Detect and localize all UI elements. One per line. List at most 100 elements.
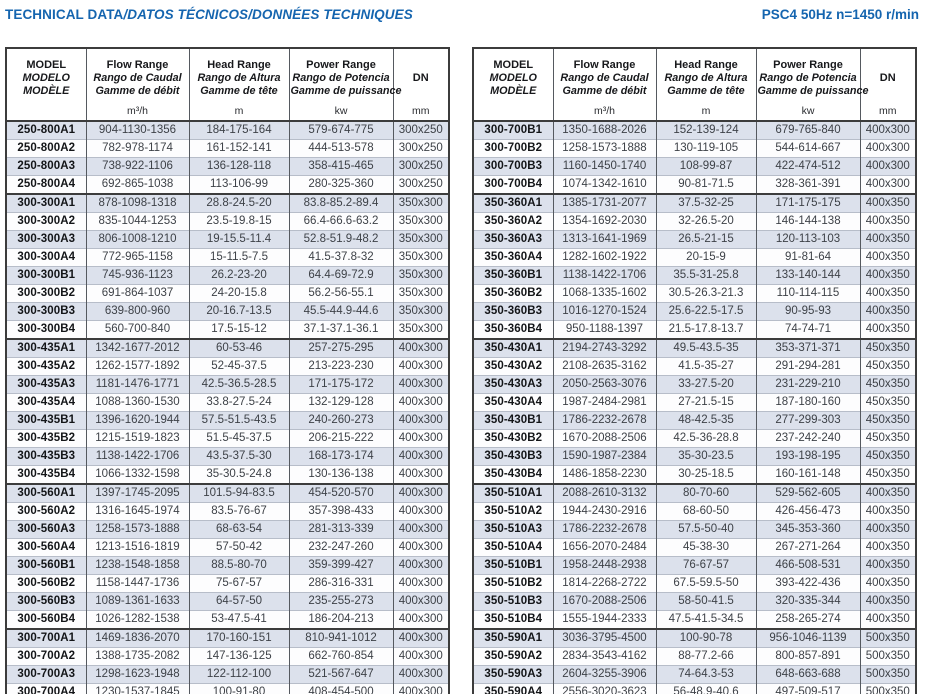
cell-model: 350-430B2	[473, 429, 553, 448]
table-row: 350-360B2 1068-1335-1602 30.5-26.3-21.3 110…	[473, 284, 916, 303]
cell-flow: 1397-1745-2095	[85, 483, 189, 503]
cell-power: 235-255-273	[288, 592, 393, 611]
cell-head: 130-119-105	[655, 139, 756, 158]
cell-flow: 1298-1623-1948	[85, 665, 189, 684]
table-row: 350-510A1 2088-2610-3132 80-70-60 529-562-6…	[473, 483, 916, 503]
cell-power: 120-113-103	[755, 230, 860, 249]
cell-model: 350-430A1	[473, 338, 553, 358]
cell-model: 350-360B3	[473, 302, 553, 321]
cell-dn: 400x350	[859, 212, 916, 231]
cell-flow: 1258-1573-1888	[85, 520, 189, 539]
col-head-label-es: Rango de Altura	[664, 71, 748, 84]
cell-model: 300-700B2	[473, 139, 553, 158]
cell-model: 300-300B4	[6, 320, 86, 339]
cell-head: 147-136-125	[188, 647, 289, 666]
cell-head: 88-77.2-66	[655, 647, 756, 666]
cell-model: 350-430B1	[473, 411, 553, 430]
cell-flow: 1350-1688-2026	[552, 120, 656, 140]
cell-dn: 400x350	[859, 483, 916, 503]
page-title-main: TECHNICAL DATA	[5, 7, 124, 22]
table-row: 350-510A3 1786-2232-2678 57.5-50-40 345-353…	[473, 520, 916, 539]
cell-dn: 300x250	[392, 120, 449, 140]
cell-flow: 1230-1537-1845	[85, 683, 189, 694]
cell-model: 300-560B3	[6, 592, 86, 611]
cell-flow: 1670-2088-2506	[552, 429, 656, 448]
table-row: 300-560B2 1158-1447-1736 75-67-57 286-316-3…	[6, 574, 449, 593]
table-row: 300-435B1 1396-1620-1944 57.5-51.5-43.5 240…	[6, 411, 449, 430]
cell-power: 800-857-891	[755, 647, 860, 666]
col-power-label-fr: Gamme de puissance	[757, 84, 869, 97]
cell-dn: 400x350	[859, 320, 916, 339]
cell-model: 300-435A4	[6, 393, 86, 412]
cell-dn: 350x300	[392, 302, 449, 321]
cell-power: 132-129-128	[288, 393, 393, 412]
tables-container: MODEL MODELO MODÈLE Flow Range Rango de …	[5, 47, 925, 694]
cell-head: 51.5-45-37.5	[188, 429, 289, 448]
table-row: 350-360B4 950-1188-1397 21.5-17.8-13.7 74-7…	[473, 320, 916, 339]
cell-power: 320-335-344	[755, 592, 860, 611]
cell-dn: 400x300	[392, 502, 449, 521]
table-row: 350-360A4 1282-1602-1922 20-15-9 91-81-64 40…	[473, 248, 916, 267]
cell-flow: 1181-1476-1771	[85, 375, 189, 394]
cell-dn: 300x250	[392, 175, 449, 194]
cell-model: 300-560A3	[6, 520, 86, 539]
cell-head: 15-11.5-7.5	[188, 248, 289, 267]
col-dn-label: DN	[879, 71, 896, 84]
cell-power: 146-144-138	[755, 212, 860, 231]
cell-dn: 400x300	[859, 157, 916, 176]
col-flow-label-fr: Gamme de débit	[562, 84, 647, 97]
cell-power: 160-161-148	[755, 465, 860, 484]
table-row: 350-510A4 1656-2070-2484 45-38-30 267-271-2…	[473, 538, 916, 557]
cell-power: 422-474-512	[755, 157, 860, 176]
col-dn-label: DN	[412, 71, 429, 84]
table-row: 350-360A3 1313-1641-1969 26.5-21-15 120-113…	[473, 230, 916, 249]
cell-model: 350-510A4	[473, 538, 553, 557]
col-model-label-fr: MODÈLE	[23, 84, 70, 97]
cell-flow: 1670-2088-2506	[552, 592, 656, 611]
cell-flow: 1555-1944-2333	[552, 610, 656, 629]
table-row: 250-800A1 904-1130-1356 184-175-164 579-674…	[6, 120, 449, 140]
table-row: 300-435A3 1181-1476-1771 42.5-36.5-28.5 171…	[6, 375, 449, 394]
cell-model: 350-510A3	[473, 520, 553, 539]
table-row: 350-590A2 2834-3543-4162 88-77.2-66 800-857…	[473, 647, 916, 666]
table-row: 250-800A2 782-978-1174 161-152-141 444-513-…	[6, 139, 449, 158]
cell-head: 88.5-80-70	[188, 556, 289, 575]
cell-head: 122-112-100	[188, 665, 289, 684]
cell-model: 300-560B4	[6, 610, 86, 629]
cell-model: 300-700B4	[473, 175, 553, 194]
cell-model: 250-800A3	[6, 157, 86, 176]
cell-dn: 400x350	[859, 538, 916, 557]
cell-model: 300-435B4	[6, 465, 86, 484]
cell-dn: 400x300	[392, 465, 449, 484]
cell-dn: 400x300	[392, 574, 449, 593]
cell-flow: 1262-1577-1892	[85, 357, 189, 376]
cell-model: 350-590A3	[473, 665, 553, 684]
col-head-unit: m	[701, 105, 711, 117]
table-row: 350-430B4 1486-1858-2230 30-25-18.5 160-161…	[473, 465, 916, 484]
col-head-label-es: Rango de Altura	[197, 71, 281, 84]
table-row: 350-510B1 1958-2448-2938 76-67-57 466-508-5…	[473, 556, 916, 575]
cell-dn: 450x350	[859, 447, 916, 466]
cell-power: 206-215-222	[288, 429, 393, 448]
table-row: 350-360B1 1138-1422-1706 35.5-31-25.8 133-1…	[473, 266, 916, 285]
cell-head: 74-64.3-53	[655, 665, 756, 684]
cell-head: 30-25-18.5	[655, 465, 756, 484]
cell-dn: 350x300	[392, 230, 449, 249]
cell-dn: 400x300	[392, 683, 449, 694]
col-head-label: Head Range	[207, 58, 271, 71]
cell-model: 350-430A2	[473, 357, 553, 376]
cell-flow: 835-1044-1253	[85, 212, 189, 231]
cell-flow: 1160-1450-1740	[552, 157, 656, 176]
cell-model: 250-800A1	[6, 120, 86, 140]
cell-model: 350-360A1	[473, 193, 553, 213]
col-power-unit: kw	[801, 105, 815, 117]
table-row: 300-300A4 772-965-1158 15-11.5-7.5 41.5-37.…	[6, 248, 449, 267]
cell-model: 350-510A2	[473, 502, 553, 521]
col-model-unit	[8, 104, 85, 118]
table-row: 300-435A1 1342-1677-2012 60-53-46 257-275-2…	[6, 338, 449, 358]
cell-flow: 560-700-840	[85, 320, 189, 339]
table-row: 300-700A4 1230-1537-1845 100-91-80 408-454-…	[6, 683, 449, 694]
cell-power: 426-456-473	[755, 502, 860, 521]
cell-power: 231-229-210	[755, 375, 860, 394]
